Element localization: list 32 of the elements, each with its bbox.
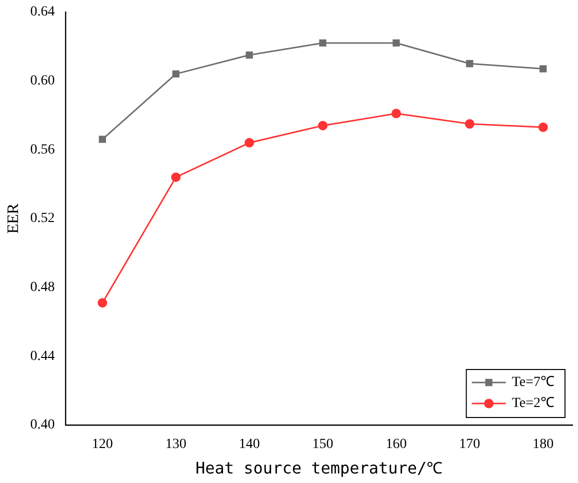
point <box>319 39 326 47</box>
x-tick-label: 140 <box>238 437 260 452</box>
point <box>392 39 400 47</box>
point <box>538 122 548 132</box>
y-tick-label: 0.52 <box>30 211 55 226</box>
point <box>171 172 181 182</box>
point <box>172 70 180 78</box>
point <box>318 120 328 130</box>
point <box>466 60 474 68</box>
point <box>391 108 401 118</box>
x-tick-label: 150 <box>312 437 334 452</box>
y-tick-label: 0.48 <box>30 280 55 296</box>
y-tick-label: 0.60 <box>30 74 55 89</box>
y-tick-label: 0.44 <box>30 348 55 364</box>
x-tick-label: 170 <box>459 437 480 452</box>
x-tick-label: 130 <box>165 437 186 452</box>
x-tick-label: 160 <box>386 437 407 452</box>
x-tick-label: 180 <box>532 437 554 452</box>
point <box>244 138 254 148</box>
legend-label: Te=7℃ <box>512 375 555 390</box>
y-tick-label: 0.64 <box>30 4 55 20</box>
point <box>98 298 108 308</box>
x-tick-label: 120 <box>92 437 113 452</box>
legend-label: Te=2℃ <box>512 396 555 412</box>
y-tick-label: 0.40 <box>30 418 55 433</box>
y-tick-label: 0.56 <box>30 142 55 158</box>
x-axis-title: Heat source temperature/℃ <box>196 458 443 478</box>
point <box>98 136 106 143</box>
point <box>540 65 547 72</box>
y-axis-title: EER <box>4 203 22 234</box>
point <box>464 119 474 129</box>
point <box>246 51 253 59</box>
